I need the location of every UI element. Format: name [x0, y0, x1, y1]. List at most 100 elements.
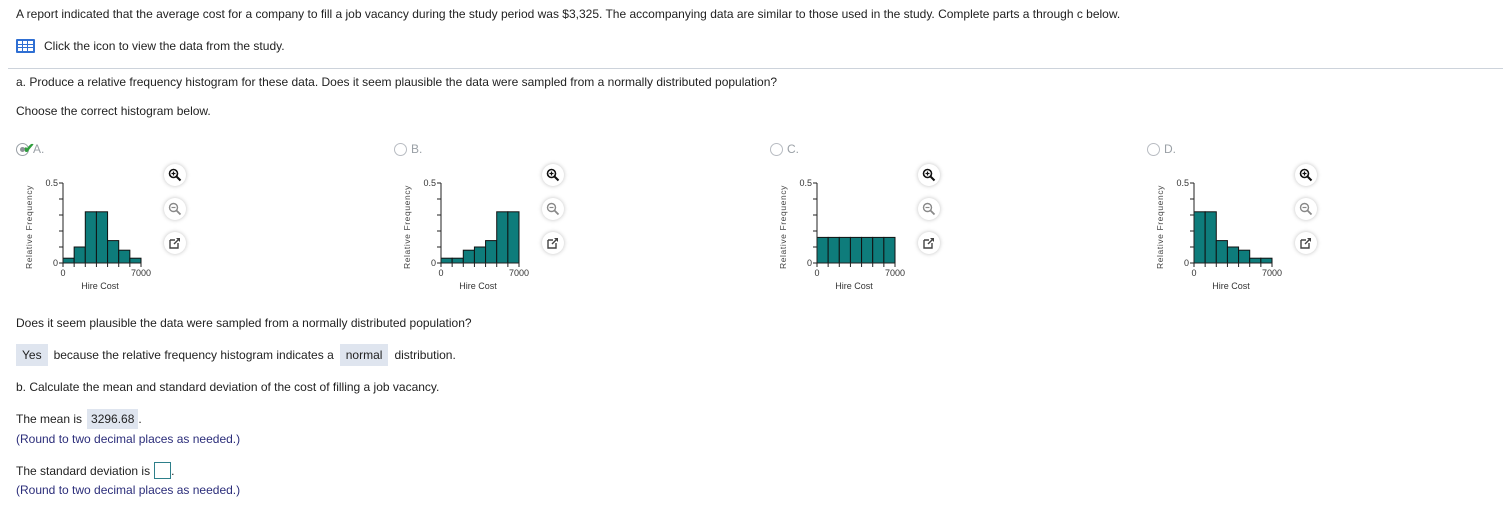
histogram-option-a[interactable]: ✔ A. Relative Frequency 0.5 0 0 7000 Hire Cost [16, 140, 216, 300]
chart-tools [1295, 164, 1319, 266]
option-radio-b[interactable]: B. [394, 142, 422, 156]
answer-end-text: distribution. [394, 348, 456, 362]
sd-line: The standard deviation is . [16, 462, 174, 479]
histogram-bar [1260, 257, 1273, 264]
histogram-bar [816, 236, 829, 264]
histogram-bar [849, 236, 863, 264]
histogram-chart: Relative Frequency 0.5 00 7000 Hire Cost [778, 178, 905, 291]
histogram-option-c[interactable]: C. Relative Frequency 0.5 0 0 7000 Hire Cost [770, 140, 970, 300]
popout-icon[interactable] [918, 232, 940, 254]
zoom-in-icon[interactable] [542, 164, 564, 186]
histogram-bar [883, 236, 896, 264]
zoom-out-icon[interactable] [1295, 198, 1317, 220]
histogram-bar [1226, 246, 1240, 264]
x-tick-left: 0 [438, 268, 443, 278]
histogram-bar [1193, 211, 1206, 264]
y-tick-bottom: 0 [53, 258, 58, 268]
chart-tools [542, 164, 566, 266]
y-tick-top: 0.5 [799, 178, 812, 188]
option-letter: D. [1164, 142, 1176, 156]
zoom-out-icon[interactable] [164, 198, 186, 220]
zoom-in-icon[interactable] [164, 164, 186, 186]
histogram-bar [451, 257, 464, 264]
x-tick-left: 0 [814, 268, 819, 278]
y-tick-top: 0.5 [45, 178, 58, 188]
y-tick-bottom: 0 [807, 258, 812, 268]
histogram-option-d[interactable]: D. Relative Frequency 0.5 0 0 7000 Hire Cost [1147, 140, 1347, 300]
histogram-bar [62, 257, 75, 264]
histogram-chart: Relative Frequency 0.5 00 7000 Hire Cost [1155, 178, 1282, 291]
sd-suffix: . [171, 463, 175, 478]
option-radio-a[interactable]: ✔ A. [16, 141, 45, 156]
y-axis-label: Relative Frequency [1155, 185, 1165, 269]
histogram-chart: Relative Frequency 0.5 00 7000 Hire Cost [24, 178, 151, 291]
plausibility-answer-line: Yes because the relative frequency histo… [16, 344, 456, 366]
radio-button[interactable] [1147, 142, 1160, 156]
answer-middle-text: because the relative frequency histogram… [53, 348, 334, 362]
mean-answer-field[interactable]: 3296.68 [87, 409, 139, 429]
mean-line: The mean is 3296.68 . [16, 409, 142, 429]
histogram-bar [838, 236, 851, 264]
histogram-bar [107, 240, 120, 264]
x-axis-label: Hire Cost [81, 281, 119, 291]
y-tick-bottom: 0 [431, 258, 436, 268]
radio-button[interactable]: ✔ [16, 141, 35, 156]
radio-button[interactable] [394, 142, 407, 156]
histogram-bar [84, 211, 97, 264]
plausibility-question: Does it seem plausible the data were sam… [16, 316, 472, 330]
histogram-option-b[interactable]: B. Relative Frequency 0.5 0 0 7000 Hire Cost [394, 140, 594, 300]
histogram-bar [1249, 257, 1262, 264]
popout-icon[interactable] [164, 232, 186, 254]
option-radio-c[interactable]: C. [770, 142, 799, 156]
part-a-instruction: Choose the correct histogram below. [16, 104, 211, 118]
option-radio-d[interactable]: D. [1147, 142, 1176, 156]
divider [8, 68, 1503, 69]
histogram-bar [1204, 211, 1217, 264]
histogram-chart: Relative Frequency 0.5 00 7000 Hire Cost [402, 178, 529, 291]
correct-check-icon: ✔ [23, 139, 35, 156]
histogram-bar [1238, 249, 1251, 264]
option-letter: C. [787, 142, 799, 156]
part-b-question: b. Calculate the mean and standard devia… [16, 380, 440, 394]
view-data-link[interactable]: Click the icon to view the data from the… [16, 39, 285, 53]
option-letter: A. [33, 142, 45, 156]
zoom-in-icon[interactable] [1295, 164, 1317, 186]
histogram-bar [440, 257, 453, 264]
radio-button[interactable] [770, 142, 783, 156]
view-data-label[interactable]: Click the icon to view the data from the… [44, 39, 285, 53]
zoom-out-icon[interactable] [918, 198, 940, 220]
y-axis-label: Relative Frequency [778, 185, 788, 269]
chart-tools [918, 164, 942, 266]
x-axis-label: Hire Cost [835, 281, 873, 291]
part-a-question: a. Produce a relative frequency histogra… [16, 75, 778, 89]
histogram-bar [485, 240, 498, 264]
x-axis-label: Hire Cost [459, 281, 497, 291]
zoom-out-icon[interactable] [542, 198, 564, 220]
histogram-bar [95, 211, 109, 264]
chart-tools [164, 164, 188, 266]
answer-dropdown-yes[interactable]: Yes [16, 344, 48, 366]
mean-hint: (Round to two decimal places as needed.) [16, 432, 241, 446]
histogram-bar [827, 236, 840, 264]
x-tick-left: 0 [1191, 268, 1196, 278]
mean-suffix: . [138, 412, 142, 426]
histogram-bar [1215, 240, 1228, 264]
answer-dropdown-normal[interactable]: normal [339, 344, 389, 366]
x-tick-left: 0 [60, 268, 65, 278]
y-tick-top: 0.5 [423, 178, 436, 188]
histogram-bar [872, 236, 885, 264]
x-tick-right: 7000 [1262, 268, 1282, 278]
table-grid-icon[interactable] [16, 39, 35, 53]
histogram-bar [861, 236, 874, 264]
sd-hint: (Round to two decimal places as needed.) [16, 483, 241, 497]
mean-prefix: The mean is [16, 412, 83, 426]
histogram-bar [496, 211, 509, 264]
sd-answer-input[interactable] [154, 462, 172, 479]
x-tick-right: 7000 [131, 268, 151, 278]
popout-icon[interactable] [1295, 232, 1317, 254]
y-tick-top: 0.5 [1176, 178, 1189, 188]
popout-icon[interactable] [542, 232, 564, 254]
x-tick-right: 7000 [509, 268, 529, 278]
problem-intro: A report indicated that the average cost… [16, 7, 1121, 21]
zoom-in-icon[interactable] [918, 164, 940, 186]
